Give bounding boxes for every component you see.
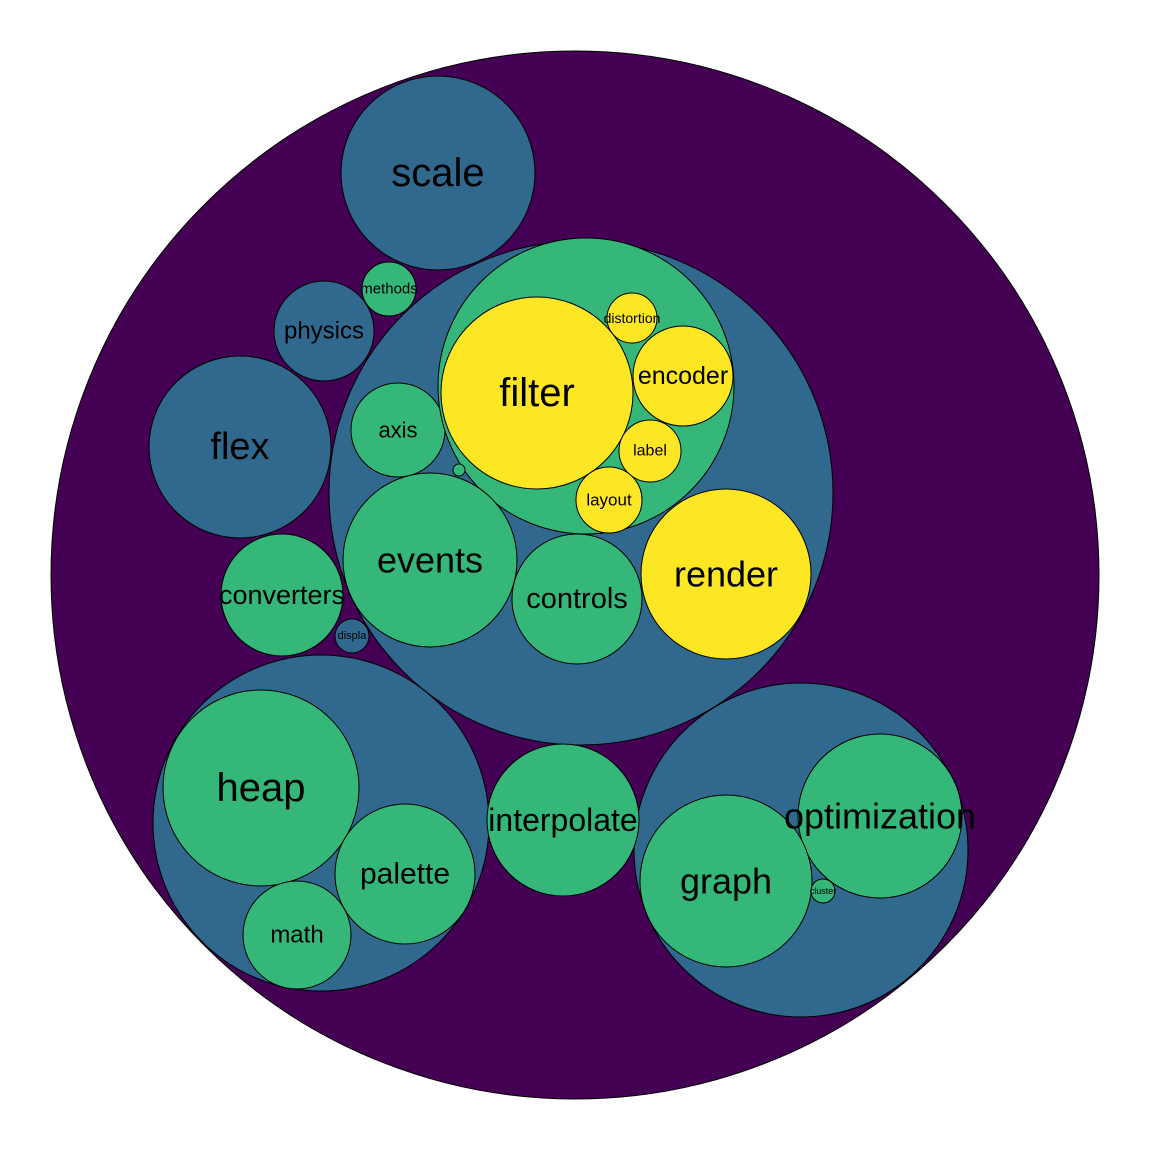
circle-physics [273, 280, 375, 382]
circle-scale [340, 75, 536, 271]
labels-layer: scale physics flex displa methods axis events c… [210, 151, 976, 949]
circle-layout [575, 466, 643, 534]
circle-converters [220, 533, 344, 657]
label-converters: converters [219, 580, 345, 610]
circle-cluster [810, 878, 836, 904]
label-label: label [633, 443, 667, 460]
circle-palette [334, 803, 476, 945]
circles-layer [50, 50, 1100, 1100]
label-flex: flex [210, 426, 269, 468]
circle-heap [162, 689, 360, 887]
circle-distortion [606, 292, 658, 344]
circle-interpolate [486, 743, 640, 897]
label-filter: filter [499, 371, 575, 415]
circle-flex [148, 355, 332, 539]
label-heap: heap [217, 766, 306, 810]
circle-events [342, 472, 518, 648]
label-axis: axis [378, 418, 417, 443]
label-methods: methods [360, 281, 418, 298]
label-graph: graph [680, 861, 772, 902]
label-render: render [674, 554, 778, 595]
circle-optimization [797, 733, 963, 899]
label-display: displa [338, 630, 368, 642]
label-encoder: encoder [638, 362, 728, 390]
label-cluster: cluster [810, 886, 837, 896]
circle-tiny [452, 463, 466, 477]
label-layout: layout [586, 491, 632, 510]
circle-encoder [632, 325, 734, 427]
label-interpolate: interpolate [488, 802, 637, 838]
circle-filter [440, 296, 634, 490]
circle-render [640, 488, 812, 660]
label-controls: controls [526, 583, 628, 615]
circle-label [618, 419, 682, 483]
label-optimization: optimization [784, 796, 976, 837]
label-scale: scale [391, 151, 484, 195]
label-distortion: distortion [604, 310, 661, 326]
circle-display [334, 618, 370, 654]
label-physics: physics [284, 318, 364, 345]
label-palette: palette [360, 858, 450, 891]
circle-methods [361, 261, 417, 317]
label-math: math [270, 922, 323, 949]
circle-math [242, 880, 352, 990]
label-events: events [377, 540, 483, 581]
circle-graph [639, 794, 813, 968]
circle-controls [511, 533, 643, 665]
